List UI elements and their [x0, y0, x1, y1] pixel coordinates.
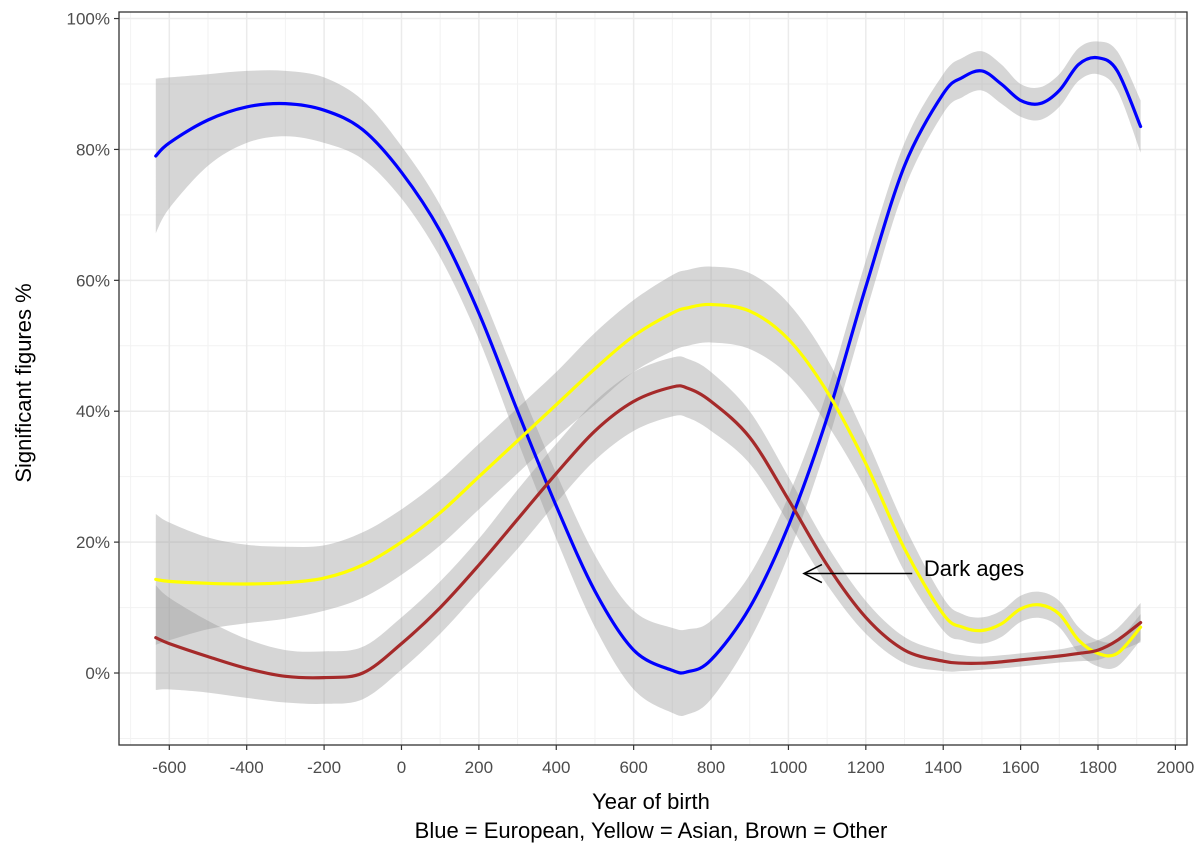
y-tick-label: 40% [76, 402, 110, 421]
series-line-1 [154, 55, 1143, 675]
confidence-bands [155, 41, 1141, 716]
minor-gridlines [119, 12, 1187, 745]
series-line-2 [154, 302, 1143, 658]
x-tick-label: 800 [697, 758, 725, 777]
x-axis-title: Year of birth [592, 789, 710, 814]
annotation-arrow-head [802, 563, 823, 584]
x-tick-label: 1200 [847, 758, 885, 777]
y-tick-label: 0% [85, 664, 110, 683]
chart-caption: Blue = European, Yellow = Asian, Brown =… [415, 818, 888, 843]
x-tick-label: 400 [542, 758, 570, 777]
x-tick-label: 1400 [924, 758, 962, 777]
y-axis: 0% 20% 40% 60% 80% 100% [67, 10, 119, 683]
x-axis: -600 -400 -200 0 200 400 600 800 1000 1200 1400 160… [152, 745, 1194, 777]
y-axis-title: Significant figures % [11, 283, 36, 482]
x-tick-label: -600 [152, 758, 186, 777]
annotation: Dark ages [802, 556, 1024, 584]
x-tick-label: -200 [307, 758, 341, 777]
x-tick-label: 1000 [770, 758, 808, 777]
x-tick-label: -400 [230, 758, 264, 777]
x-tick-label: 600 [619, 758, 647, 777]
series-lines [154, 55, 1143, 680]
major-gridlines [119, 12, 1187, 745]
y-tick-label: 20% [76, 533, 110, 552]
x-tick-label: 2000 [1156, 758, 1194, 777]
x-tick-label: 1600 [1002, 758, 1040, 777]
y-tick-label: 60% [76, 271, 110, 290]
confidence-band-2 [155, 266, 1141, 669]
plot-panel-border [118, 11, 1188, 746]
x-tick-label: 0 [397, 758, 406, 777]
confidence-band-3 [155, 356, 1141, 704]
confidence-band-1 [155, 41, 1141, 716]
y-tick-label: 80% [76, 140, 110, 159]
series-line-3 [154, 384, 1143, 680]
x-tick-label: 1800 [1079, 758, 1117, 777]
annotation-label: Dark ages [924, 556, 1024, 581]
x-tick-label: 200 [465, 758, 493, 777]
y-tick-label: 100% [67, 10, 110, 29]
